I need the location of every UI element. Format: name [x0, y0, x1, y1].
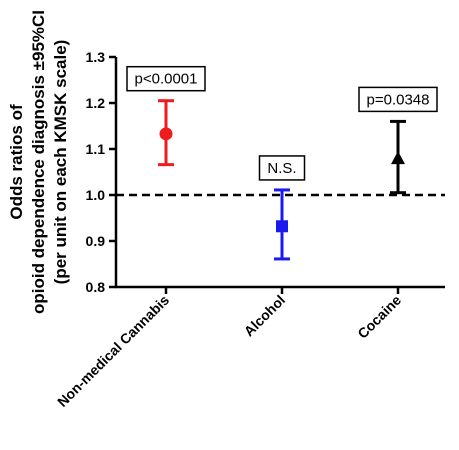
y-axis-title: Odds ratios of opioid dependence diagnos… [7, 10, 70, 314]
annotation-label: p<0.0001 [135, 71, 198, 88]
y-tick-label: 1.2 [86, 95, 106, 111]
x-category-label: Non-medical Cannabis [54, 292, 172, 410]
x-category-label: Cocaine [354, 292, 404, 342]
annotation-label: p=0.0348 [367, 91, 430, 108]
annotation-box [358, 86, 438, 113]
y-tick-label: 1.3 [86, 49, 106, 65]
x-category-label: Alcohol [241, 292, 289, 340]
annotation-label: N.S. [267, 160, 296, 177]
y-axis-title-line-2: opioid dependence diagnosis ±95%CI [29, 10, 48, 314]
point-marker-triangle [391, 151, 405, 165]
y-tick-label: 1.1 [86, 141, 106, 157]
y-axis-title-line-1: Odds ratios of [7, 104, 26, 220]
y-tick-label: 0.9 [86, 233, 106, 249]
y-tick-label: 1.0 [86, 187, 106, 203]
annotation-box [258, 155, 306, 181]
point-marker-square [276, 220, 288, 233]
y-axis-title-line-3: (per unit on each KMSK scale) [51, 40, 70, 285]
y-tick-label: 0.8 [86, 279, 106, 295]
annotation-box [126, 65, 206, 92]
data-marks: p<0.0001 N.S. p=0.0348 [116, 65, 445, 261]
point-marker-circle [159, 127, 173, 141]
